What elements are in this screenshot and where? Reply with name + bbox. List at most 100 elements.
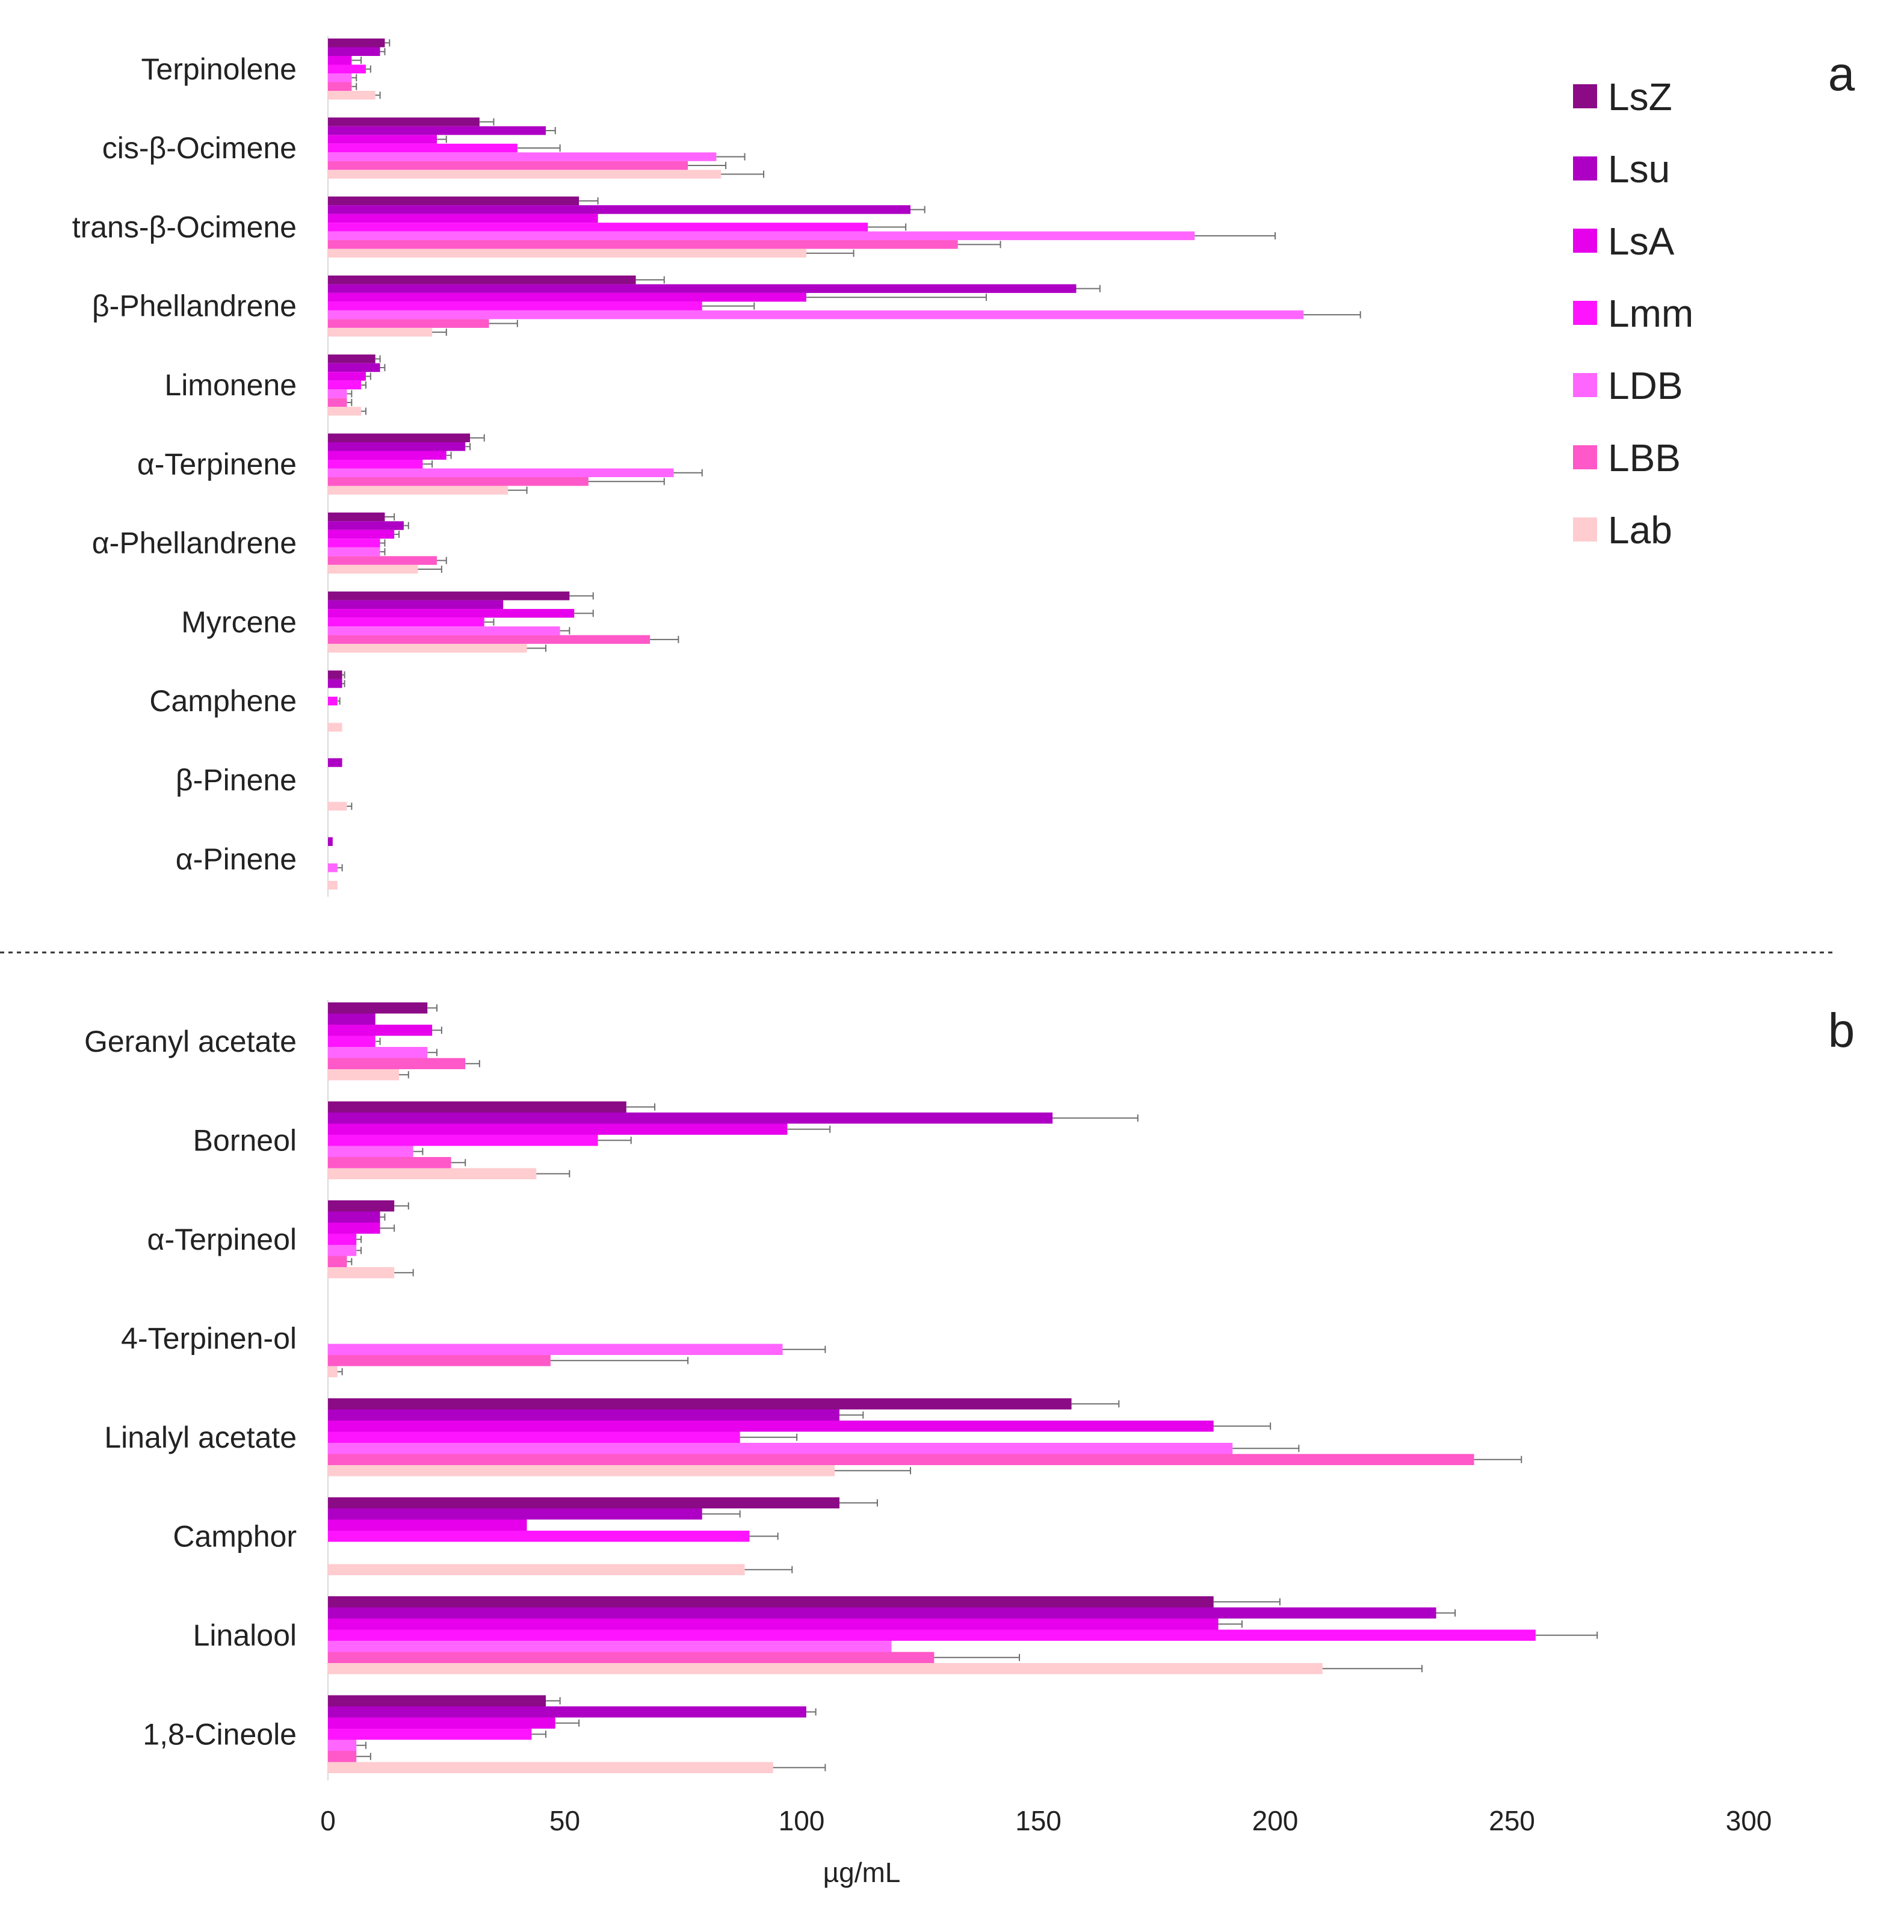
bar-lab bbox=[328, 801, 347, 811]
x-axis-title: µg/mL bbox=[823, 1857, 901, 1888]
bar-ldb bbox=[328, 310, 1304, 319]
bar-lmm bbox=[328, 1035, 376, 1047]
bar-lab bbox=[328, 486, 508, 495]
category-group-4-terpinen-ol: 4-Terpinen-ol bbox=[121, 1321, 826, 1377]
category-group-borneol: Borneol bbox=[193, 1101, 1139, 1179]
bar-lsa bbox=[328, 372, 366, 381]
bar-lbb bbox=[328, 556, 437, 565]
bar-lsa bbox=[328, 1025, 433, 1036]
category-label: Geranyl acetate bbox=[84, 1025, 297, 1058]
bar-ldb bbox=[328, 389, 347, 398]
category-label: α-Terpineol bbox=[147, 1223, 297, 1256]
bar-ldb bbox=[328, 1047, 428, 1058]
legend-item-lab: Lab bbox=[1573, 508, 1672, 552]
bar-lsu bbox=[328, 600, 504, 610]
bar-lsz bbox=[328, 1497, 839, 1508]
bar-lab bbox=[328, 170, 722, 179]
bar-ldb bbox=[328, 1245, 357, 1256]
bar-lsa bbox=[328, 1519, 527, 1531]
bar-lsu bbox=[328, 837, 333, 846]
bar-lsu bbox=[328, 363, 380, 372]
category-group-trans-ocimene: trans-β-Ocimene bbox=[72, 196, 1276, 258]
bar-ldb bbox=[328, 231, 1195, 241]
x-tick-label: 0 bbox=[320, 1805, 336, 1836]
category-label: α-Phellandrene bbox=[92, 526, 297, 560]
bar-lsa bbox=[328, 609, 575, 618]
bar-lsa bbox=[328, 1123, 788, 1135]
bar-lmm bbox=[328, 696, 338, 706]
bar-ldb bbox=[328, 1146, 413, 1157]
category-group-cis-ocimene: cis-β-Ocimene bbox=[102, 117, 765, 179]
bar-lab bbox=[328, 1663, 1323, 1674]
x-tick-label: 50 bbox=[549, 1805, 580, 1836]
legend-swatch bbox=[1573, 229, 1597, 253]
category-group-linalool: Linalool bbox=[193, 1596, 1598, 1674]
category-group-pinene: α-Pinene bbox=[176, 837, 343, 890]
panel-letter: a bbox=[1828, 47, 1855, 100]
category-group-phellandrene: β-Phellandrene bbox=[92, 275, 1361, 337]
bar-lmm bbox=[328, 1135, 598, 1146]
bar-lbb bbox=[328, 1454, 1474, 1465]
bar-lmm bbox=[328, 539, 380, 548]
bar-lbb bbox=[328, 82, 352, 91]
bar-lsu bbox=[328, 679, 342, 688]
legend-label: Lmm bbox=[1608, 292, 1693, 335]
category-group-pinene: β-Pinene bbox=[176, 758, 353, 811]
bar-lmm bbox=[328, 143, 518, 153]
bar-lmm bbox=[328, 223, 868, 232]
bar-lbb bbox=[328, 1355, 551, 1366]
bar-ldb bbox=[328, 1641, 892, 1652]
legend: LsZ Lsu LsA Lmm LDB LBB Lab bbox=[1573, 75, 1693, 552]
legend-swatch bbox=[1573, 301, 1597, 325]
bar-lsu bbox=[328, 47, 380, 56]
category-group-phellandrene: α-Phellandrene bbox=[92, 512, 447, 574]
legend-item-ldb: LDB bbox=[1573, 364, 1683, 407]
bar-lsa bbox=[328, 56, 352, 65]
category-label: Camphor bbox=[173, 1519, 297, 1553]
bar-lsa bbox=[328, 1619, 1219, 1630]
bar-lsu bbox=[328, 1211, 380, 1223]
bar-lbb bbox=[328, 161, 688, 170]
bar-lsz bbox=[328, 1596, 1214, 1608]
bar-lmm bbox=[328, 64, 366, 73]
category-label: Myrcene bbox=[181, 605, 297, 639]
bar-lab bbox=[328, 1366, 338, 1377]
bar-lsu bbox=[328, 442, 466, 451]
bar-lsu bbox=[328, 126, 546, 135]
bar-lsa bbox=[328, 529, 395, 539]
bar-lsa bbox=[328, 1717, 555, 1729]
bar-lab bbox=[328, 1267, 395, 1279]
bar-lab bbox=[328, 91, 376, 100]
category-group-terpinene: α-Terpinene bbox=[137, 433, 703, 495]
bar-lab bbox=[328, 327, 433, 337]
bar-lsa bbox=[328, 214, 598, 223]
bar-ldb bbox=[328, 863, 338, 872]
bar-lbb bbox=[328, 1058, 466, 1069]
category-label: α-Pinene bbox=[176, 842, 297, 876]
bar-lab bbox=[328, 1564, 745, 1575]
category-group-myrcene: Myrcene bbox=[181, 591, 679, 653]
bar-lsz bbox=[328, 670, 342, 679]
category-label: Linalyl acetate bbox=[104, 1421, 297, 1454]
bar-lsu bbox=[328, 205, 911, 214]
legend-label: Lsu bbox=[1608, 147, 1670, 191]
bar-lab bbox=[328, 723, 342, 732]
bar-lbb bbox=[328, 477, 589, 486]
legend-label: Lab bbox=[1608, 508, 1672, 552]
x-tick-label: 150 bbox=[1015, 1805, 1062, 1836]
legend-swatch bbox=[1573, 156, 1597, 181]
category-label: Camphene bbox=[149, 684, 297, 718]
bar-lsz bbox=[328, 196, 580, 206]
bar-lsu bbox=[328, 284, 1077, 293]
bar-lsz bbox=[328, 512, 385, 522]
legend-swatch bbox=[1573, 445, 1597, 469]
legend-item-lsz: LsZ bbox=[1573, 75, 1672, 119]
bar-lab bbox=[328, 1465, 835, 1477]
category-group-1-8-cineole: 1,8-Cineole bbox=[143, 1695, 826, 1773]
legend-label: LBB bbox=[1608, 436, 1681, 480]
bar-lmm bbox=[328, 1729, 532, 1740]
bar-ldb bbox=[328, 73, 352, 82]
bar-lbb bbox=[328, 319, 489, 328]
legend-swatch bbox=[1573, 373, 1597, 397]
legend-swatch bbox=[1573, 84, 1597, 108]
